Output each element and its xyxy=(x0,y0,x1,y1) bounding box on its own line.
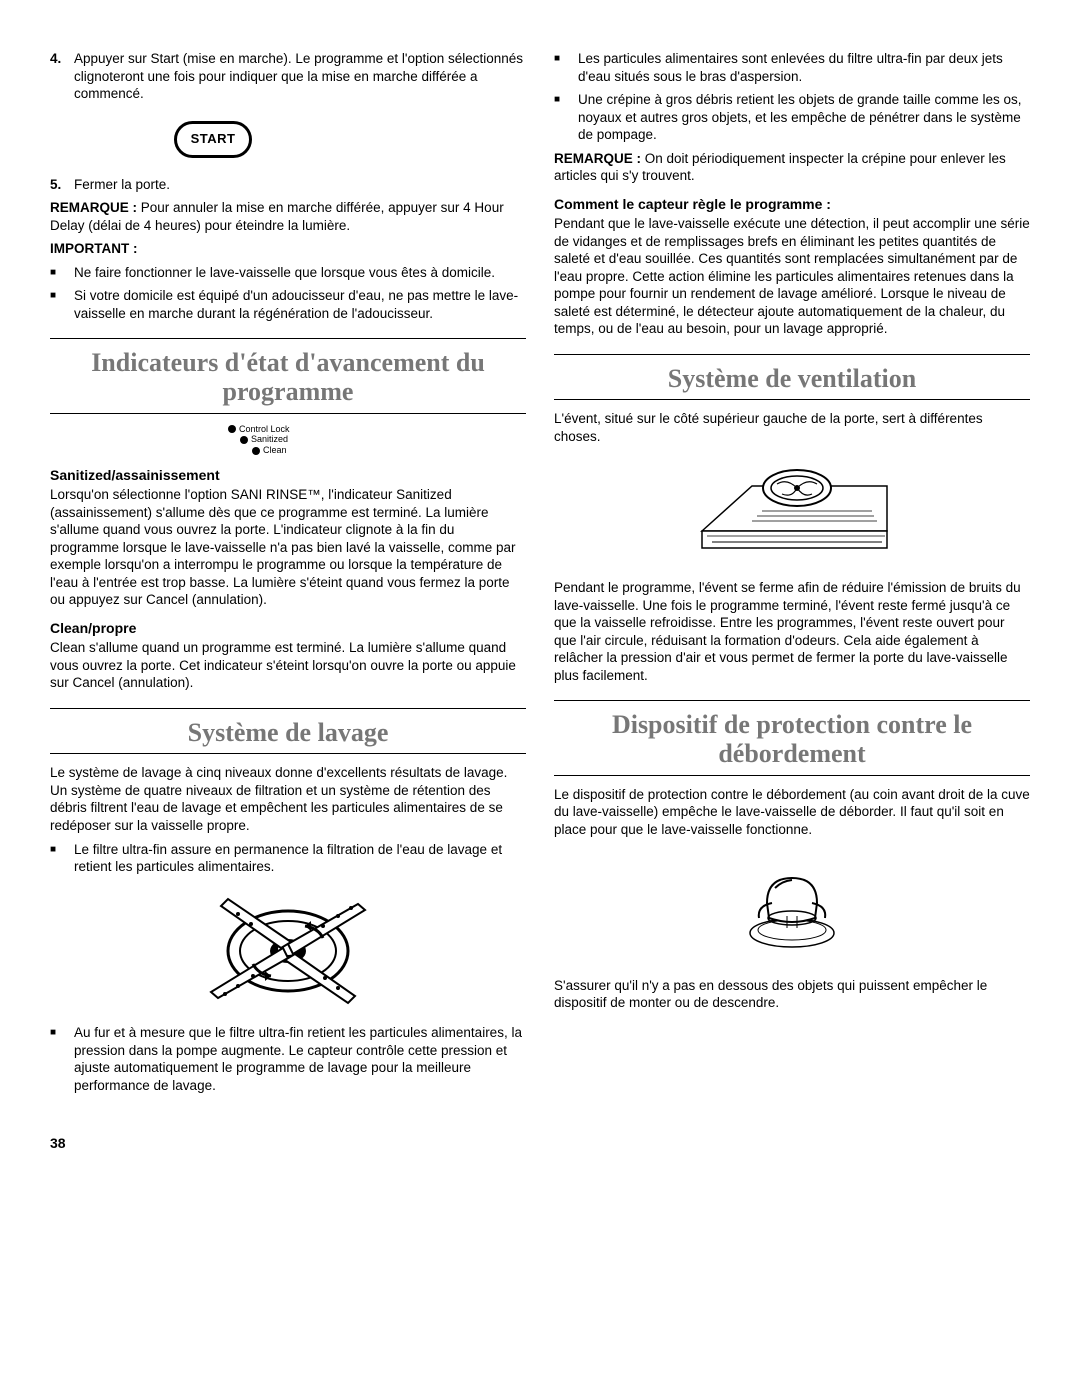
important-item-2: Si votre domicile est équipé d'un adouci… xyxy=(50,287,526,322)
important-item-1: Ne faire fonctionner le lave-vaisselle q… xyxy=(50,264,526,282)
lavage-intro: Le système de lavage à cinq niveaux donn… xyxy=(50,764,526,834)
section-title-debordement: Dispositif de protection contre le débor… xyxy=(554,711,1030,768)
remark-label: REMARQUE : xyxy=(50,200,137,215)
indicator-control-lock: Control Lock xyxy=(228,424,348,435)
right-item-2: Une crépine à gros débris retient les ob… xyxy=(554,91,1030,144)
remark-left: REMARQUE : Pour annuler la mise en march… xyxy=(50,199,526,234)
divider xyxy=(50,753,526,754)
divider xyxy=(554,775,1030,776)
wash-system-figure xyxy=(50,886,526,1011)
important-label: IMPORTANT : xyxy=(50,240,526,258)
subhead-clean: Clean/propre xyxy=(50,619,526,637)
section-title-indicators: Indicateurs d'état d'avancement du progr… xyxy=(50,349,526,406)
step-4-num: 4. xyxy=(50,50,74,103)
right-column: Les particules alimentaires sont enlevée… xyxy=(554,50,1030,1153)
divider xyxy=(50,338,526,339)
remark-label: REMARQUE : xyxy=(554,151,641,166)
divider xyxy=(554,354,1030,355)
step-4-text: Appuyer sur Start (mise en marche). Le p… xyxy=(74,50,526,103)
start-button-icon: START xyxy=(174,121,253,158)
vent-icon xyxy=(692,456,892,561)
deb-paragraph-2: S'assurer qu'il n'y a pas en dessous des… xyxy=(554,977,1030,1012)
right-top-list: Les particules alimentaires sont enlevée… xyxy=(554,50,1030,144)
lavage-list-2: Au fur et à mesure que le filtre ultra-f… xyxy=(50,1024,526,1094)
divider xyxy=(50,413,526,414)
spray-arm-icon xyxy=(203,886,373,1006)
section-title-ventilation: Système de ventilation xyxy=(554,365,1030,394)
section-title-lavage: Système de lavage xyxy=(50,719,526,748)
dot-icon xyxy=(228,425,236,433)
dot-icon xyxy=(252,447,260,455)
sanitized-paragraph: Lorsqu'on sélectionne l'option SANI RINS… xyxy=(50,486,526,609)
lavage-item-1: Le filtre ultra-fin assure en permanence… xyxy=(50,841,526,876)
divider xyxy=(554,700,1030,701)
steps-list-2: 5. Fermer la porte. xyxy=(50,176,526,194)
step-5-num: 5. xyxy=(50,176,74,194)
right-item-1: Les particules alimentaires sont enlevée… xyxy=(554,50,1030,85)
overflow-figure xyxy=(554,848,1030,963)
dot-icon xyxy=(240,436,248,444)
step-5: 5. Fermer la porte. xyxy=(50,176,526,194)
step-5-text: Fermer la porte. xyxy=(74,176,526,194)
indicator-figure: Control Lock Sanitized Clean xyxy=(228,424,348,456)
clean-paragraph: Clean s'allume quand un programme est te… xyxy=(50,639,526,692)
indicator-sanitized: Sanitized xyxy=(228,434,348,445)
subhead-capteur: Comment le capteur règle le programme : xyxy=(554,195,1030,213)
divider xyxy=(50,708,526,709)
lavage-list: Le filtre ultra-fin assure en permanence… xyxy=(50,841,526,876)
divider xyxy=(554,399,1030,400)
vent-intro: L'évent, situé sur le côté supérieur gau… xyxy=(554,410,1030,445)
left-column: 4. Appuyer sur Start (mise en marche). L… xyxy=(50,50,526,1153)
lavage-item-2: Au fur et à mesure que le filtre ultra-f… xyxy=(50,1024,526,1094)
vent-figure xyxy=(554,456,1030,566)
step-4: 4. Appuyer sur Start (mise en marche). L… xyxy=(50,50,526,103)
remark-right: REMARQUE : On doit périodiquement inspec… xyxy=(554,150,1030,185)
indicator-clean: Clean xyxy=(228,445,348,456)
vent-paragraph: Pendant le programme, l'évent se ferme a… xyxy=(554,579,1030,684)
overflow-float-icon xyxy=(737,848,847,958)
subhead-sanitized: Sanitized/assainissement xyxy=(50,466,526,484)
important-list: Ne faire fonctionner le lave-vaisselle q… xyxy=(50,264,526,323)
page-content: 4. Appuyer sur Start (mise en marche). L… xyxy=(50,50,1030,1153)
page-number: 38 xyxy=(50,1134,526,1152)
start-button-figure: START xyxy=(0,121,526,158)
deb-paragraph: Le dispositif de protection contre le dé… xyxy=(554,786,1030,839)
capteur-paragraph: Pendant que le lave-vaisselle exécute un… xyxy=(554,215,1030,338)
steps-list: 4. Appuyer sur Start (mise en marche). L… xyxy=(50,50,526,103)
